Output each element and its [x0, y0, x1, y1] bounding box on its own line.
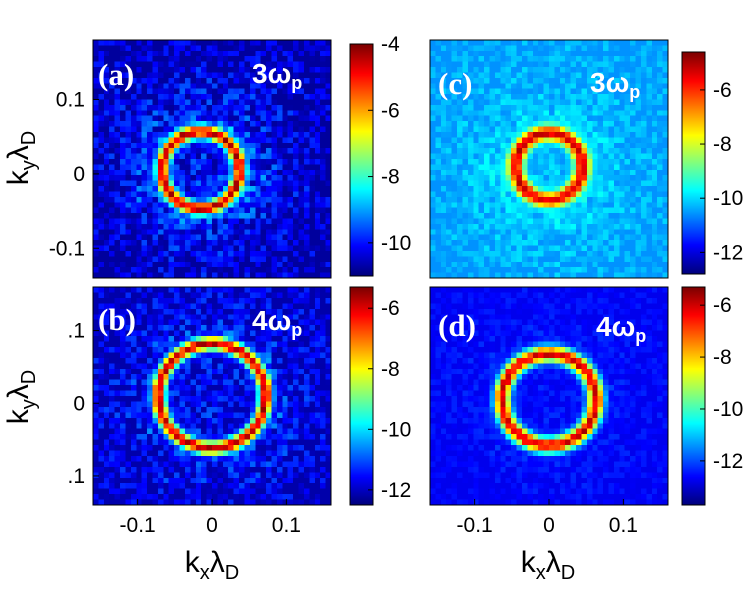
panel-label: (c) — [438, 66, 472, 101]
colorbar-tick-label: -6 — [713, 294, 732, 317]
colorbar-tick-label: -10 — [381, 232, 411, 255]
colorbar-tick-label: -6 — [381, 99, 400, 122]
heatmap-image-3 — [430, 287, 668, 505]
colorbar-frame — [349, 43, 374, 277]
x-axis-label: kxλD — [521, 546, 575, 584]
colorbar-frame — [349, 286, 374, 506]
y-tick-label: 0 — [73, 163, 85, 186]
colorbar-tick-label: -10 — [381, 418, 411, 441]
colorbar-3 — [682, 287, 705, 505]
colorbar-1 — [350, 287, 373, 505]
x-tick-label: 0.1 — [272, 514, 301, 537]
colorbar-tick-label: -12 — [381, 479, 411, 502]
y-tick-label: .1 — [67, 320, 85, 343]
colorbar-frame — [681, 51, 706, 275]
heatmap-image-1 — [93, 287, 331, 505]
colorbar-tick-label: -12 — [713, 241, 743, 264]
heatmap-image-2 — [430, 40, 668, 278]
y-tick-label: .1 — [67, 465, 85, 488]
y-tick-label: -0.1 — [49, 237, 85, 260]
plot-frame — [92, 39, 332, 279]
colorbar-tick-label: -8 — [381, 166, 400, 189]
colorbar-frame — [681, 286, 706, 506]
colorbar-0 — [350, 44, 373, 276]
colorbar-2 — [682, 52, 705, 274]
y-tick-label: 0 — [73, 392, 85, 415]
x-tick-label: 0 — [206, 514, 218, 537]
harmonic-label: 3ωp — [590, 67, 640, 102]
colorbar-tick-label: -6 — [381, 297, 400, 320]
colorbar-tick-label: -12 — [713, 450, 743, 473]
colorbar-tick-label: -10 — [713, 187, 743, 210]
colorbar-tick-label: -10 — [713, 398, 743, 421]
plot-frame — [429, 39, 669, 279]
panel-label: (d) — [438, 308, 476, 343]
heatmap-image-0 — [93, 40, 331, 278]
x-tick-label: -0.1 — [120, 514, 156, 537]
x-tick-label: -0.1 — [457, 514, 493, 537]
x-tick-label: 0.1 — [609, 514, 638, 537]
harmonic-label: 3ωp — [252, 58, 302, 93]
x-axis-label: kxλD — [185, 546, 239, 584]
y-axis-label: kyλD — [2, 131, 40, 185]
colorbar-tick-label: -8 — [713, 346, 732, 369]
panel-label: (a) — [98, 57, 134, 92]
colorbar-tick-label: -4 — [381, 33, 400, 56]
y-tick-label: 0.1 — [56, 89, 85, 112]
colorbar-tick-label: -8 — [381, 358, 400, 381]
y-axis-label: kyλD — [2, 370, 40, 424]
harmonic-label: 4ωp — [252, 305, 302, 340]
colorbar-tick-label: -6 — [713, 79, 732, 102]
colorbar-tick-label: -8 — [713, 133, 732, 156]
x-tick-label: 0 — [543, 514, 555, 537]
panel-label: (b) — [98, 302, 136, 337]
harmonic-label: 4ωp — [596, 311, 646, 346]
